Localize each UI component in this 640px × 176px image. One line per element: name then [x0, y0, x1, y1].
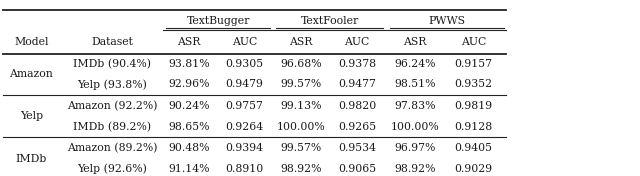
Text: AUC: AUC — [344, 37, 370, 47]
Text: 0.9378: 0.9378 — [338, 59, 376, 69]
Text: 93.81%: 93.81% — [168, 59, 210, 69]
Text: 0.9352: 0.9352 — [454, 80, 493, 89]
Text: 98.92%: 98.92% — [280, 164, 321, 174]
Text: 0.9477: 0.9477 — [338, 80, 376, 89]
Text: AUC: AUC — [461, 37, 486, 47]
Text: 0.9157: 0.9157 — [454, 59, 493, 69]
Text: 90.48%: 90.48% — [168, 143, 209, 153]
Text: 0.9405: 0.9405 — [454, 143, 493, 153]
Text: Dataset: Dataset — [91, 37, 133, 47]
Text: ASR: ASR — [403, 37, 426, 47]
Text: 0.9757: 0.9757 — [225, 101, 264, 111]
Text: 0.8910: 0.8910 — [225, 164, 264, 174]
Text: 0.9820: 0.9820 — [338, 101, 376, 111]
Text: 98.65%: 98.65% — [168, 122, 209, 132]
Text: Amazon (92.2%): Amazon (92.2%) — [67, 101, 157, 111]
Text: IMDb (89.2%): IMDb (89.2%) — [73, 122, 151, 132]
Text: 96.97%: 96.97% — [394, 143, 435, 153]
Text: AUC: AUC — [232, 37, 257, 47]
Text: Yelp (93.8%): Yelp (93.8%) — [77, 79, 147, 90]
Text: 99.57%: 99.57% — [280, 143, 321, 153]
Text: 0.9029: 0.9029 — [454, 164, 493, 174]
Text: TextBugger: TextBugger — [186, 16, 250, 26]
Text: 0.9394: 0.9394 — [225, 143, 264, 153]
Text: 99.57%: 99.57% — [280, 80, 321, 89]
Text: Model: Model — [14, 37, 49, 47]
Text: 100.00%: 100.00% — [276, 122, 325, 132]
Text: TextFooler: TextFooler — [300, 16, 359, 26]
Text: 98.51%: 98.51% — [394, 80, 435, 89]
Text: 0.9479: 0.9479 — [225, 80, 264, 89]
Text: Amazon: Amazon — [10, 69, 53, 79]
Text: 0.9819: 0.9819 — [454, 101, 493, 111]
Text: 0.9264: 0.9264 — [225, 122, 264, 132]
Text: Yelp: Yelp — [20, 111, 43, 121]
Text: 0.9128: 0.9128 — [454, 122, 493, 132]
Text: PWWS: PWWS — [429, 16, 465, 26]
Text: Amazon (89.2%): Amazon (89.2%) — [67, 143, 157, 153]
Text: 99.13%: 99.13% — [280, 101, 321, 111]
Text: 90.24%: 90.24% — [168, 101, 209, 111]
Text: 97.83%: 97.83% — [394, 101, 435, 111]
Text: 100.00%: 100.00% — [390, 122, 439, 132]
Text: 96.24%: 96.24% — [394, 59, 435, 69]
Text: 96.68%: 96.68% — [280, 59, 322, 69]
Text: 98.92%: 98.92% — [394, 164, 435, 174]
Text: 0.9065: 0.9065 — [338, 164, 376, 174]
Text: 92.96%: 92.96% — [168, 80, 209, 89]
Text: IMDb (90.4%): IMDb (90.4%) — [73, 59, 151, 69]
Text: 0.9305: 0.9305 — [225, 59, 264, 69]
Text: ASR: ASR — [177, 37, 200, 47]
Text: 0.9534: 0.9534 — [338, 143, 376, 153]
Text: 91.14%: 91.14% — [168, 164, 209, 174]
Text: ASR: ASR — [289, 37, 312, 47]
Text: 0.9265: 0.9265 — [338, 122, 376, 132]
Text: Yelp (92.6%): Yelp (92.6%) — [77, 164, 147, 174]
Text: IMDb: IMDb — [15, 154, 47, 164]
